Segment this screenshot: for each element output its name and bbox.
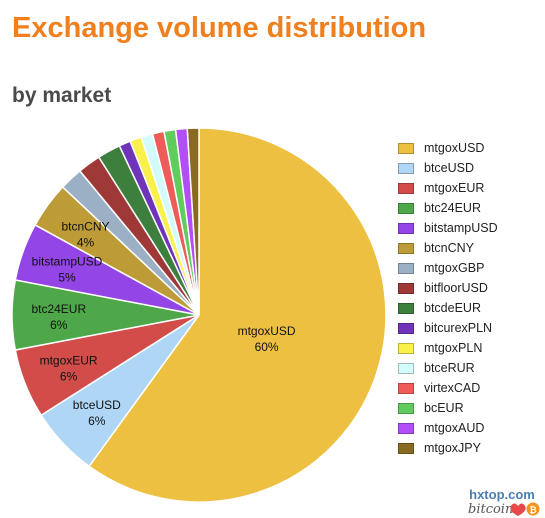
legend-swatch bbox=[398, 302, 414, 314]
legend-item-btceRUR: btceRUR bbox=[398, 358, 498, 378]
chart-subtitle: by market bbox=[12, 84, 112, 107]
legend-item-btcdeEUR: btcdeEUR bbox=[398, 298, 498, 318]
legend-item-bitstampUSD: bitstampUSD bbox=[398, 218, 498, 238]
legend-swatch bbox=[398, 402, 414, 414]
legend-item-mtgoxGBP: mtgoxGBP bbox=[398, 258, 498, 278]
legend-item-btceUSD: btceUSD bbox=[398, 158, 498, 178]
legend-swatch bbox=[398, 202, 414, 214]
legend-swatch bbox=[398, 222, 414, 234]
pie-slice-mtgoxUSD bbox=[88, 127, 387, 503]
legend-swatch bbox=[398, 342, 414, 354]
legend-swatch bbox=[398, 262, 414, 274]
legend-label: btc24EUR bbox=[424, 201, 481, 215]
legend-swatch bbox=[398, 382, 414, 394]
legend-swatch bbox=[398, 242, 414, 254]
legend-label: btceUSD bbox=[424, 161, 475, 175]
legend-label: mtgoxAUD bbox=[424, 421, 485, 435]
slice-label-mtgoxUSD: mtgoxUSD bbox=[238, 324, 296, 338]
legend-swatch bbox=[398, 142, 414, 154]
legend-label: btcnCNY bbox=[424, 241, 475, 255]
svg-text:₿: ₿ bbox=[529, 505, 536, 516]
slice-label-btc24EUR: btc24EUR bbox=[31, 302, 86, 316]
legend-swatch bbox=[398, 182, 414, 194]
legend-item-bitfloorUSD: bitfloorUSD bbox=[398, 278, 498, 298]
chart-legend: mtgoxUSD btceUSD mtgoxEUR btc24EUR bitstampU… bbox=[398, 138, 498, 458]
legend-item-bitcurexPLN: bitcurexPLN bbox=[398, 318, 498, 338]
legend-label: bitfloorUSD bbox=[424, 281, 488, 295]
legend-item-btcnCNY: btcnCNY bbox=[398, 238, 498, 258]
slice-label-mtgoxEUR: mtgoxEUR bbox=[40, 354, 98, 368]
legend-label: mtgoxPLN bbox=[424, 341, 483, 355]
legend-label: mtgoxJPY bbox=[424, 441, 481, 455]
slice-percent-mtgoxEUR: 6% bbox=[60, 370, 78, 384]
legend-swatch bbox=[398, 322, 414, 334]
legend-item-mtgoxAUD: mtgoxAUD bbox=[398, 418, 498, 438]
legend-label: bcEUR bbox=[424, 401, 464, 415]
legend-item-btc24EUR: btc24EUR bbox=[398, 198, 498, 218]
legend-item-mtgoxUSD: mtgoxUSD bbox=[398, 138, 498, 158]
legend-label: bitcurexPLN bbox=[424, 321, 493, 335]
legend-label: btcdeEUR bbox=[424, 301, 481, 315]
legend-item-virtexCAD: virtexCAD bbox=[398, 378, 498, 398]
legend-swatch bbox=[398, 162, 414, 174]
legend-item-mtgoxEUR: mtgoxEUR bbox=[398, 178, 498, 198]
slice-label-btceUSD: btceUSD bbox=[73, 398, 121, 412]
slice-percent-btc24EUR: 6% bbox=[50, 318, 68, 332]
slice-percent-bitstampUSD: 5% bbox=[58, 271, 76, 285]
brand-site: hxtop.com bbox=[469, 487, 535, 502]
slice-label-btcnCNY: btcnCNY bbox=[61, 220, 109, 234]
legend-label: btceRUR bbox=[424, 361, 475, 375]
legend-label: virtexCAD bbox=[424, 381, 481, 395]
pie-slice-mtgoxJPY bbox=[186, 127, 200, 316]
legend-item-mtgoxJPY: mtgoxJPY bbox=[398, 438, 498, 458]
legend-item-bcEUR: bcEUR bbox=[398, 398, 498, 418]
legend-label: mtgoxGBP bbox=[424, 261, 485, 275]
slice-label-bitstampUSD: bitstampUSD bbox=[32, 255, 103, 269]
chart-title: Exchange volume distribution bbox=[12, 12, 427, 44]
legend-swatch bbox=[398, 422, 414, 434]
legend-label: mtgoxUSD bbox=[424, 141, 485, 155]
legend-swatch bbox=[398, 362, 414, 374]
legend-swatch bbox=[398, 442, 414, 454]
legend-item-mtgoxPLN: mtgoxPLN bbox=[398, 338, 498, 358]
slice-percent-mtgoxUSD: 60% bbox=[255, 340, 279, 354]
slice-percent-btceUSD: 6% bbox=[88, 414, 106, 428]
bitcoin-logo: bitcoin ₿ bbox=[468, 502, 540, 517]
legend-label: bitstampUSD bbox=[424, 221, 498, 235]
svg-text:bitcoin: bitcoin bbox=[468, 502, 513, 517]
slice-percent-btcnCNY: 4% bbox=[77, 236, 95, 250]
legend-label: mtgoxEUR bbox=[424, 181, 485, 195]
legend-swatch bbox=[398, 282, 414, 294]
